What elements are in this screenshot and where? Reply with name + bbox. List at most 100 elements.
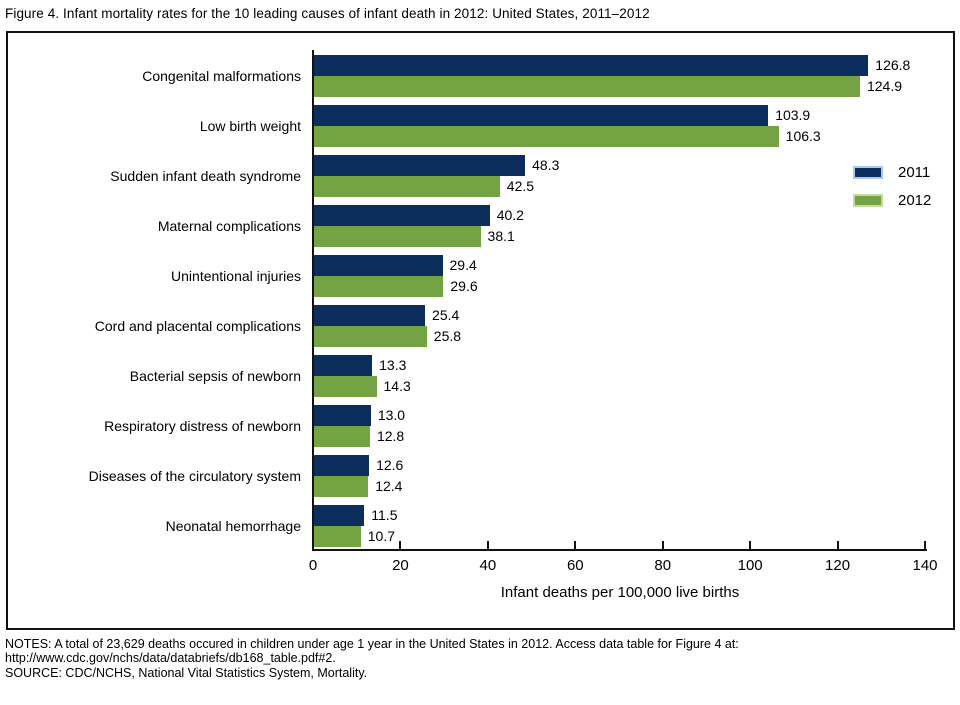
notes-line-2: http://www.cdc.gov/nchs/data/databriefs/… — [5, 651, 336, 666]
category-label: Respiratory distress of newborn — [104, 418, 301, 434]
notes-line-3: SOURCE: CDC/NCHS, National Vital Statist… — [5, 665, 368, 680]
bar-2012 — [314, 476, 369, 497]
bar-line-2011: 13.3 — [314, 355, 926, 376]
bar-2011 — [314, 355, 373, 376]
bar-2012 — [314, 376, 377, 397]
bar-line-2012: 42.5 — [314, 176, 926, 197]
bar-line-2011: 25.4 — [314, 305, 926, 326]
figure-title: Figure 4. Infant mortality rates for the… — [5, 6, 650, 21]
x-tick-label: 100 — [737, 557, 763, 574]
chart-row: Low birth weight 103.9 106.3 — [8, 105, 938, 147]
value-label-2012: 25.8 — [433, 328, 462, 344]
bar-line-2011: 11.5 — [314, 505, 926, 526]
bar-pair: 103.9 106.3 — [314, 105, 926, 147]
chart-row: Cord and placental complications 25.4 25.8 — [8, 305, 938, 347]
x-tick — [574, 541, 577, 549]
bar-2012 — [314, 176, 500, 197]
bar-line-2011: 12.6 — [314, 455, 926, 476]
chart-row: Bacterial sepsis of newborn 13.3 14.3 — [8, 355, 938, 397]
bar-2012 — [314, 276, 444, 297]
chart-row: Maternal complications 40.2 38.1 — [8, 205, 938, 247]
value-label-2011: 25.4 — [432, 307, 460, 323]
category-label: Diseases of the circulatory system — [88, 468, 301, 484]
x-tick-label: 60 — [566, 557, 584, 574]
bar-line-2012: 106.3 — [314, 126, 926, 147]
legend-item-2011: 2011 — [853, 164, 931, 181]
value-label-2012: 14.3 — [383, 378, 411, 394]
bar-line-2012: 38.1 — [314, 226, 926, 247]
bar-2011 — [314, 255, 443, 276]
legend: 2011 2012 — [853, 164, 931, 220]
bar-2012 — [314, 76, 860, 97]
value-label-2011: 48.3 — [532, 157, 560, 173]
category-label: Unintentional injuries — [171, 268, 301, 284]
bar-2012 — [314, 426, 370, 447]
bar-2011 — [314, 155, 526, 176]
value-label-2012: 29.6 — [450, 278, 478, 294]
bar-pair: 126.8 124.9 — [314, 55, 926, 97]
x-tick-label: 20 — [392, 557, 409, 574]
value-label-2012: 10.7 — [367, 528, 396, 544]
bar-line-2012: 29.6 — [314, 276, 926, 297]
bar-pair: 48.3 42.5 — [314, 155, 926, 197]
bar-2011 — [314, 105, 769, 126]
bar-pair: 25.4 25.8 — [314, 305, 926, 347]
bar-pair: 13.3 14.3 — [314, 355, 926, 397]
bar-pair: 40.2 38.1 — [314, 205, 926, 247]
legend-item-2012: 2012 — [853, 192, 931, 209]
category-label: Congenital malformations — [142, 68, 301, 84]
bar-line-2011: 48.3 — [314, 155, 926, 176]
value-label-2012: 124.9 — [866, 78, 903, 94]
x-tick — [399, 541, 402, 549]
value-label-2011: 13.3 — [379, 357, 407, 373]
bar-2011 — [314, 505, 365, 526]
bar-line-2011: 29.4 — [314, 255, 926, 276]
notes-line-1: NOTES: A total of 23,629 deaths occured … — [5, 637, 739, 651]
notes: NOTES: A total of 23,629 deaths occured … — [5, 637, 739, 680]
legend-swatch-2011 — [853, 166, 883, 179]
category-label: Cord and placental complications — [94, 318, 301, 334]
x-tick-label: 80 — [654, 557, 672, 574]
bar-line-2012: 12.4 — [314, 476, 926, 497]
bar-2012 — [314, 526, 361, 547]
chart-row: Respiratory distress of newborn 13.0 12.8 — [8, 405, 938, 447]
chart-frame: Congenital malformations 126.8 124.9 Low bi… — [6, 31, 955, 630]
bar-line-2012: 14.3 — [314, 376, 926, 397]
x-tick — [924, 541, 926, 549]
x-axis-title: Infant deaths per 100,000 live births — [500, 584, 740, 601]
legend-swatch-2012 — [853, 194, 883, 207]
bar-2011 — [314, 455, 370, 476]
category-label: Sudden infant death syndrome — [110, 168, 301, 184]
x-tick-label: 120 — [825, 557, 851, 574]
value-label-2012: 12.8 — [376, 428, 405, 444]
category-label: Maternal complications — [157, 218, 301, 234]
value-label-2011: 13.0 — [377, 407, 406, 423]
chart-row: Congenital malformations 126.8 124.9 — [8, 55, 938, 97]
value-label-2011: 103.9 — [775, 107, 811, 123]
x-tick — [749, 541, 752, 549]
bar-line-2011: 103.9 — [314, 105, 926, 126]
value-label-2011: 126.8 — [875, 57, 911, 73]
bar-2011 — [314, 305, 426, 326]
category-label: Bacterial sepsis of newborn — [129, 368, 301, 384]
bar-2011 — [314, 405, 371, 426]
chart-row: Diseases of the circulatory system 12.6 12… — [8, 455, 938, 497]
chart-row: Unintentional injuries 29.4 29.6 — [8, 255, 938, 297]
legend-label-2011: 2011 — [898, 164, 931, 181]
bar-rows: Congenital malformations 126.8 124.9 Low bi… — [8, 55, 938, 555]
value-label-2012: 38.1 — [487, 228, 515, 244]
value-label-2011: 29.4 — [449, 257, 477, 273]
bar-2012 — [314, 226, 481, 247]
bar-line-2012: 10.7 — [314, 526, 926, 547]
bar-2011 — [314, 55, 869, 76]
value-label-2012: 106.3 — [785, 128, 821, 144]
x-tick-label: 40 — [479, 557, 497, 574]
bar-pair: 12.6 12.4 — [314, 455, 926, 497]
bar-line-2011: 40.2 — [314, 205, 926, 226]
bar-line-2011: 13.0 — [314, 405, 926, 426]
category-label: Low birth weight — [199, 118, 301, 134]
category-label: Neonatal hemorrhage — [165, 518, 301, 534]
value-label-2011: 11.5 — [371, 507, 398, 523]
x-tick — [836, 541, 839, 549]
value-label-2011: 40.2 — [496, 207, 524, 223]
